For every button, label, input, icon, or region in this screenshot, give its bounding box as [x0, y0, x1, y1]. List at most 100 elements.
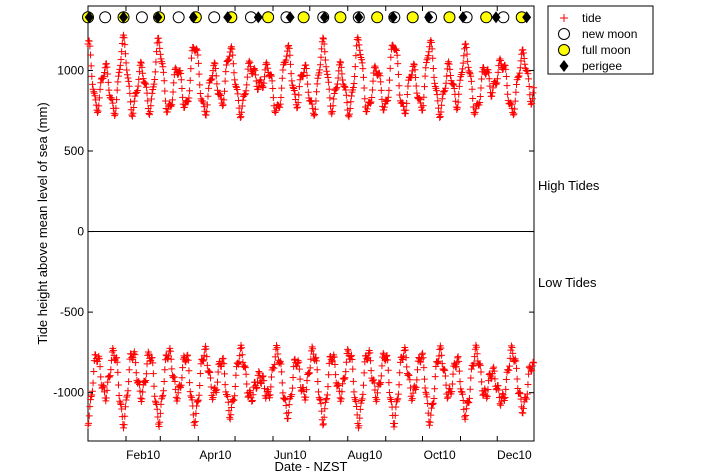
- tide-point: [192, 410, 200, 417]
- tide-point: [159, 391, 167, 399]
- tide-point: [376, 72, 384, 80]
- tide-point: [103, 63, 111, 71]
- tide-point: [229, 51, 237, 59]
- tide-point: [519, 46, 527, 54]
- tide-point: [499, 390, 506, 398]
- tide-point: [192, 46, 200, 54]
- tide-point: [268, 373, 275, 381]
- tide-point: [332, 85, 340, 93]
- tide-point: [508, 344, 516, 351]
- tide-point: [224, 398, 232, 406]
- tide-point: [177, 76, 185, 84]
- tide-point: [103, 386, 111, 394]
- tide-point: [255, 368, 263, 375]
- tide-point: [394, 395, 402, 403]
- tide-point: [442, 372, 449, 380]
- tide-point: [219, 354, 227, 362]
- tide-point: [478, 75, 486, 83]
- tide-point: [125, 366, 133, 374]
- tide-point: [91, 92, 99, 100]
- tide-point: [259, 84, 266, 91]
- tide-point: [409, 389, 417, 397]
- tide-point: [393, 396, 401, 404]
- tide-point: [264, 388, 272, 395]
- tide-point: [281, 394, 289, 402]
- tide-point: [402, 110, 409, 118]
- tide-point: [329, 102, 337, 110]
- tide-point: [184, 97, 192, 105]
- tide-point: [349, 84, 357, 91]
- tide-point: [291, 90, 299, 98]
- tide-point: [234, 90, 242, 98]
- perigee-marker: [253, 11, 263, 24]
- tide-point: [377, 78, 385, 86]
- tide-point: [440, 87, 448, 95]
- tide-point: [254, 85, 262, 93]
- legend-label: tide: [582, 11, 602, 25]
- tide-point: [359, 65, 367, 73]
- legend-label: full moon: [582, 43, 631, 57]
- tide-point: [319, 34, 327, 42]
- tide-point: [329, 357, 336, 365]
- tide-point: [458, 69, 466, 76]
- tide-point: [313, 80, 321, 88]
- tide-point: [323, 395, 331, 402]
- tide-point: [153, 48, 160, 56]
- new-moon-marker: [99, 11, 112, 24]
- tide-point: [287, 70, 295, 78]
- tide-point: [136, 68, 143, 76]
- tide-point: [138, 395, 146, 403]
- tide-point: [520, 55, 528, 62]
- tide-point: [313, 88, 320, 96]
- tide-point: [278, 379, 286, 387]
- tide-point: [341, 374, 349, 382]
- tide-point: [236, 114, 244, 121]
- tide-point: [187, 392, 195, 400]
- tide-point: [449, 380, 456, 388]
- tide-point: [125, 77, 133, 85]
- tide-point: [268, 77, 276, 85]
- tide-point: [529, 95, 536, 103]
- tide-point: [186, 388, 194, 395]
- new-moon-marker: [135, 11, 148, 24]
- tide-point: [316, 66, 324, 74]
- tide-point: [288, 77, 296, 85]
- tide-point: [455, 358, 463, 365]
- tide-point: [504, 90, 512, 98]
- tide-point: [316, 396, 324, 404]
- tide-point: [325, 78, 333, 86]
- tide-point: [300, 69, 308, 76]
- tide-point: [203, 101, 211, 109]
- tide-point: [476, 99, 484, 106]
- tide-point: [205, 367, 213, 375]
- tide-point: [421, 384, 429, 392]
- tide-point: [521, 60, 529, 68]
- tide-point: [360, 381, 367, 389]
- tide-point: [367, 367, 375, 374]
- tide-point: [205, 84, 213, 92]
- tide-point: [278, 74, 286, 82]
- tide-point: [196, 90, 204, 97]
- tide-point: [360, 369, 368, 377]
- tide-point: [384, 97, 392, 104]
- moon-phase-series: [82, 11, 532, 24]
- tide-point: [273, 344, 281, 352]
- tide-point: [120, 424, 127, 432]
- x-tick-label: Oct10: [424, 448, 456, 462]
- tide-point: [89, 387, 96, 395]
- tide-point: [377, 379, 385, 387]
- tide-point: [284, 415, 292, 422]
- tide-point: [468, 85, 476, 93]
- tide-point: [233, 86, 241, 93]
- tide-point: [417, 358, 425, 366]
- tide-point: [405, 371, 413, 379]
- tide-point: [217, 92, 225, 99]
- tide-point: [385, 87, 393, 94]
- tide-point: [464, 57, 472, 65]
- full-moon-marker: [297, 11, 310, 24]
- tide-point: [484, 386, 492, 393]
- tide-point: [473, 350, 481, 358]
- tide-point: [523, 390, 531, 398]
- tide-point: [488, 92, 496, 100]
- tide-point: [289, 83, 297, 91]
